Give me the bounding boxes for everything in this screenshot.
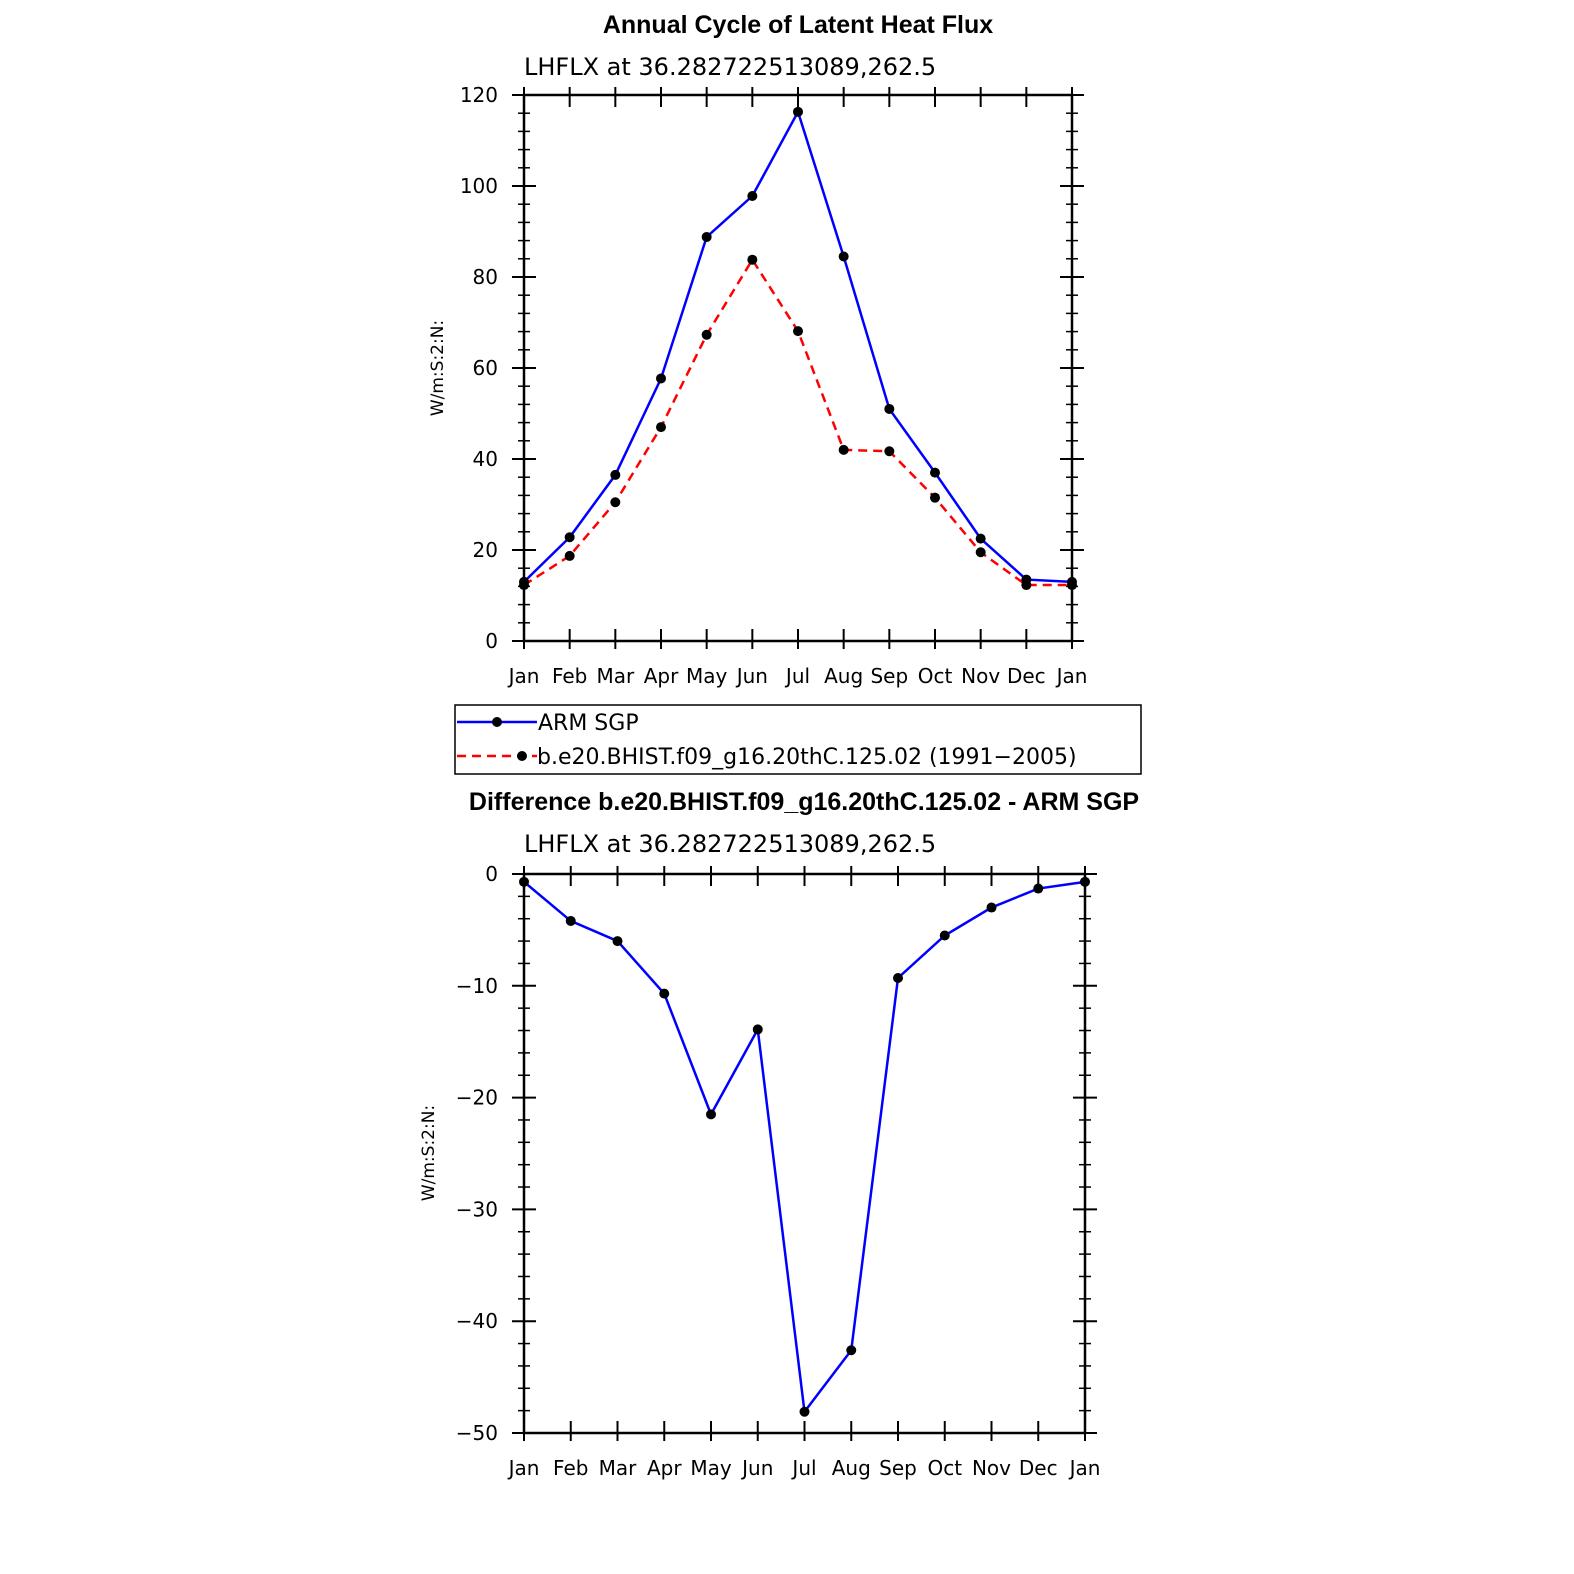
y-tick-label: −30 bbox=[456, 1197, 498, 1221]
x-tick-label: Apr bbox=[647, 1456, 682, 1480]
chart-subtitle: LHFLX at 36.282722513089,262.5 bbox=[524, 830, 936, 858]
data-point bbox=[893, 972, 903, 983]
data-point bbox=[838, 444, 849, 455]
y-tick-label: 60 bbox=[473, 356, 498, 380]
data-point bbox=[793, 326, 803, 337]
data-point bbox=[793, 106, 803, 117]
data-point bbox=[930, 467, 940, 478]
data-point bbox=[975, 533, 986, 544]
x-tick-label: Jul bbox=[784, 664, 810, 688]
legend-box bbox=[454, 704, 1142, 775]
y-tick-label: 0 bbox=[485, 862, 498, 886]
data-point bbox=[975, 547, 986, 558]
x-tick-label: Jan bbox=[507, 664, 540, 688]
data-point bbox=[701, 329, 712, 340]
x-tick-label: Apr bbox=[644, 664, 679, 688]
data-point bbox=[930, 492, 940, 503]
y-tick-label: −50 bbox=[456, 1421, 498, 1445]
x-tick-label: Aug bbox=[832, 1456, 871, 1480]
data-point bbox=[565, 915, 576, 926]
series-line bbox=[523, 880, 1086, 1415]
data-point bbox=[747, 254, 758, 265]
data-point bbox=[610, 469, 621, 480]
y-tick-label: −10 bbox=[456, 974, 498, 998]
chart-title: Difference b.e20.BHIST.f09_g16.20thC.125… bbox=[469, 788, 1139, 816]
x-tick-label: Mar bbox=[599, 1456, 638, 1480]
x-tick-label: Oct bbox=[927, 1456, 962, 1480]
data-point bbox=[659, 988, 670, 999]
chart-subtitle: LHFLX at 36.282722513089,262.5 bbox=[524, 53, 936, 81]
plot-frame bbox=[522, 872, 1087, 1435]
legend: ARM SGP b.e20.BHIST.f09_g16.20thC.125.02… bbox=[454, 704, 1142, 775]
y-tick-label: 40 bbox=[473, 447, 498, 471]
data-point bbox=[846, 1345, 857, 1356]
data-point bbox=[884, 446, 895, 457]
x-tick-label: May bbox=[690, 1456, 732, 1480]
data-point bbox=[986, 902, 997, 913]
series-layer bbox=[519, 876, 1090, 1417]
series-layer bbox=[519, 106, 1077, 591]
x-tick-label: Jul bbox=[790, 1456, 816, 1480]
x-tick-label: Sep bbox=[879, 1456, 917, 1480]
x-tick-label: Feb bbox=[553, 1456, 588, 1480]
data-point bbox=[752, 1024, 763, 1035]
legend-label-model: b.e20.BHIST.f09_g16.20thC.125.02 (1991−2… bbox=[537, 745, 1077, 770]
data-point bbox=[939, 930, 950, 941]
data-point bbox=[564, 550, 575, 561]
x-tick-label: Feb bbox=[552, 664, 587, 688]
y-tick-label: 120 bbox=[460, 83, 498, 107]
data-point bbox=[838, 251, 849, 262]
legend-label-arm-sgp: ARM SGP bbox=[538, 711, 639, 736]
data-point bbox=[564, 532, 575, 543]
data-point bbox=[656, 373, 666, 384]
x-tick-label: Jan bbox=[1055, 664, 1088, 688]
y-tick-label: −40 bbox=[456, 1309, 498, 1333]
x-tick-label: Mar bbox=[596, 664, 635, 688]
x-tick-label: Aug bbox=[824, 664, 863, 688]
data-point bbox=[799, 1406, 810, 1417]
axis-ticks: Jan Feb Mar Apr May Jun Jul Aug Sep Oct Nov Dec Jan 0… bbox=[460, 83, 1088, 688]
x-tick-label: May bbox=[686, 664, 728, 688]
data-point bbox=[706, 1109, 716, 1120]
x-tick-label: Nov bbox=[972, 1456, 1011, 1480]
y-tick-label: 80 bbox=[473, 265, 498, 289]
y-axis-label: W/m:S:2:N: bbox=[428, 320, 448, 416]
annual-cycle-chart: Annual Cycle of Latent Heat Flux LHFLX a… bbox=[428, 11, 1087, 688]
data-point bbox=[656, 422, 666, 433]
series-line bbox=[523, 257, 1072, 587]
x-tick-label: Sep bbox=[870, 664, 908, 688]
data-point bbox=[612, 936, 623, 947]
x-tick-label: Dec bbox=[1019, 1456, 1058, 1480]
x-tick-label: Dec bbox=[1007, 664, 1046, 688]
x-tick-label: Nov bbox=[961, 664, 1000, 688]
y-tick-label: 20 bbox=[473, 538, 498, 562]
y-tick-label: 0 bbox=[485, 629, 498, 653]
data-point bbox=[1021, 580, 1032, 591]
data-point bbox=[884, 403, 895, 414]
y-tick-label: −20 bbox=[456, 1086, 498, 1110]
x-tick-label: Jun bbox=[740, 1456, 773, 1480]
legend-marker-arm-sgp bbox=[492, 717, 502, 727]
x-tick-label: Jan bbox=[507, 1456, 540, 1480]
difference-chart: Difference b.e20.BHIST.f09_g16.20thC.125… bbox=[419, 788, 1139, 1480]
chart-title: Annual Cycle of Latent Heat Flux bbox=[603, 11, 993, 39]
x-tick-label: Jun bbox=[735, 664, 768, 688]
data-point bbox=[701, 231, 712, 242]
x-tick-label: Jan bbox=[1068, 1456, 1101, 1480]
data-point bbox=[747, 191, 758, 202]
plot-frame bbox=[522, 93, 1074, 643]
data-point bbox=[610, 497, 621, 508]
data-point bbox=[1033, 883, 1044, 894]
y-tick-label: 100 bbox=[460, 174, 498, 198]
legend-marker-model bbox=[517, 751, 527, 761]
y-axis-label: W/m:S:2:N: bbox=[419, 1105, 439, 1201]
axis-ticks: Jan Feb Mar Apr May Jun Jul Aug Sep Oct Nov Dec Jan 0… bbox=[456, 862, 1101, 1480]
x-tick-label: Oct bbox=[918, 664, 953, 688]
